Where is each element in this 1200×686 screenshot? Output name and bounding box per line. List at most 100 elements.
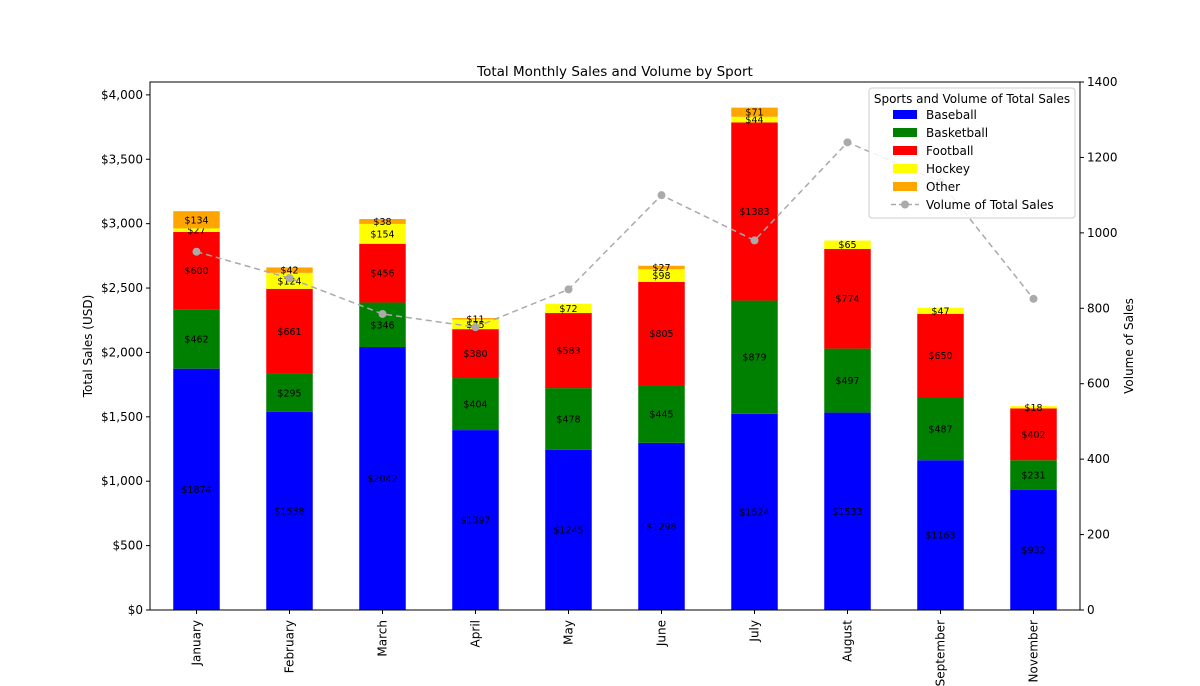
bar-data-label: $27 — [187, 226, 205, 237]
bar-segment — [1010, 489, 1057, 610]
bar-segment — [173, 368, 220, 610]
bar-segment — [1010, 406, 1057, 409]
bar-segment — [359, 243, 406, 303]
bar-data-label: $404 — [463, 400, 487, 411]
x-tick-label: February — [283, 620, 297, 673]
volume-point — [564, 285, 573, 294]
bar-data-label: $134 — [184, 215, 208, 226]
legend-entry: Baseball — [926, 108, 977, 122]
bar-segment — [1010, 460, 1057, 490]
bar-segment — [545, 449, 592, 610]
volume-point — [378, 309, 387, 318]
bar-data-label: $1163 — [925, 531, 955, 542]
bar-segment — [359, 302, 406, 348]
y2-tick-label: 1400 — [1087, 75, 1118, 89]
bar-data-label: $402 — [1021, 430, 1045, 441]
bar-data-label: $497 — [835, 376, 859, 387]
legend: Sports and Volume of Total Sales Baseball… — [868, 87, 1076, 219]
bar-segment — [731, 122, 778, 301]
y2-tick-label: 600 — [1087, 377, 1110, 391]
bar-segment — [917, 397, 964, 461]
legend-swatch — [893, 164, 917, 173]
bar-segment — [452, 430, 499, 610]
bar-segment — [638, 442, 685, 610]
bar-data-label: $487 — [928, 424, 952, 435]
y-tick-label: $3,000 — [101, 217, 143, 231]
bar-segment — [824, 248, 871, 349]
y2-axis-title: Volume of Sales — [1122, 298, 1136, 394]
y-tick-label: $2,000 — [101, 345, 143, 359]
y-tick-label: $0 — [128, 603, 143, 617]
legend-title: Sports and Volume of Total Sales — [874, 92, 1070, 106]
y-tick-label: $2,500 — [101, 281, 143, 295]
bar-segment — [266, 267, 313, 273]
bar-segment — [452, 329, 499, 379]
y2-tick-label: 1200 — [1087, 150, 1118, 164]
bar-segment — [452, 378, 499, 431]
bar-segment — [545, 303, 592, 314]
legend-entry: Hockey — [926, 162, 970, 176]
bar-data-label: $600 — [184, 266, 208, 277]
legend-swatch — [893, 128, 917, 137]
x-tick-label: April — [469, 620, 483, 647]
bar-data-label: $932 — [1021, 545, 1045, 556]
bar-data-label: $295 — [277, 388, 301, 399]
bar-segment — [731, 300, 778, 414]
bar-segment — [824, 240, 871, 249]
bar-segment — [917, 460, 964, 610]
y2-tick-label: 200 — [1087, 528, 1110, 542]
bar-data-label: $774 — [835, 294, 859, 305]
bar-data-label: $346 — [370, 320, 394, 331]
volume-point — [750, 236, 759, 245]
legend-entry: Football — [926, 144, 974, 158]
bar-data-label: $1298 — [646, 522, 676, 533]
volume-point — [192, 247, 201, 256]
y-tick-label: $500 — [112, 539, 143, 553]
volume-point — [657, 191, 666, 200]
volume-point — [285, 274, 294, 283]
bar-data-label: $2042 — [367, 474, 397, 485]
bar-segment — [173, 231, 220, 310]
y-tick-label: $4,000 — [101, 88, 143, 102]
legend-swatch — [893, 110, 917, 119]
x-tick-label: January — [190, 620, 204, 667]
bar-data-label: $38 — [373, 217, 391, 228]
bar-segment — [731, 413, 778, 610]
plot-frame — [149, 81, 1081, 611]
bar-segment — [824, 412, 871, 610]
bar-segment — [638, 265, 685, 270]
x-tick-label: September — [934, 620, 948, 686]
volume-point — [843, 138, 852, 147]
y-axis-title: Total Sales (USD) — [81, 295, 95, 399]
bar-data-label: $1538 — [274, 506, 304, 517]
bar-data-label: $478 — [556, 414, 580, 425]
bar-segment — [917, 307, 964, 314]
legend-swatch — [893, 146, 917, 155]
bar-segment — [359, 219, 406, 224]
x-tick-label: June — [655, 620, 669, 647]
bar-data-label: $380 — [463, 349, 487, 360]
bar-data-label: $1397 — [460, 516, 490, 527]
bar-segment — [731, 116, 778, 123]
y2-tick-label: 800 — [1087, 301, 1110, 315]
bar-segment — [638, 281, 685, 386]
bar-segment — [452, 318, 499, 320]
axes-layer: $0 $500 $1,000 $1,500 $2,000 $2,500 $3,000 $3,5… — [101, 75, 1118, 686]
y2-tick-label: 1000 — [1087, 226, 1118, 240]
bar-data-label: $805 — [649, 329, 673, 340]
bar-segment — [266, 411, 313, 610]
bar-data-label: $27 — [652, 263, 670, 274]
bar-segment — [731, 107, 778, 117]
bar-data-label: $98 — [652, 271, 670, 282]
y2-tick-label: 0 — [1087, 603, 1095, 617]
bar-segment — [824, 348, 871, 413]
chart-title: Total Monthly Sales and Volume by Sport — [476, 64, 753, 80]
bar-data-label: $445 — [649, 410, 673, 421]
legend-box — [868, 87, 1076, 219]
bar-data-label: $462 — [184, 334, 208, 345]
x-tick-label: May — [562, 620, 576, 645]
y-tick-label: $1,000 — [101, 474, 143, 488]
bar-segment — [173, 228, 220, 232]
bar-data-label: $650 — [928, 351, 952, 362]
